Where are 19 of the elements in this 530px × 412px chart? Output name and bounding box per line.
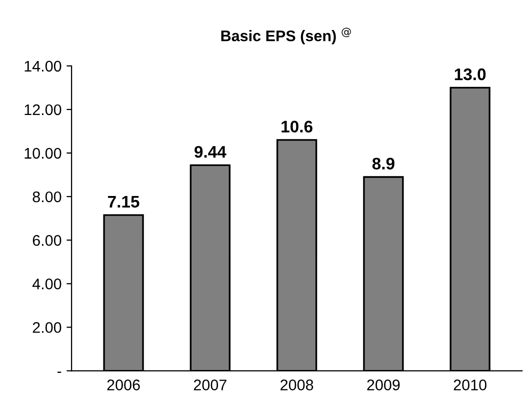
data-label: 13.0 [454,68,486,80]
y-tick-label: 8.00 [32,191,62,202]
y-tick-label: 14.00 [24,60,62,72]
data-label: 9.44 [194,146,226,158]
x-tick-label: 2008 [280,380,314,390]
x-tick-label: 2009 [367,380,400,390]
x-tick-label: 2010 [454,380,486,390]
y-tick-label: - [57,372,62,373]
chart-title: Basic EPS (sen) $^{@}$ [221,28,351,44]
data-label: 10.6 [282,120,312,132]
x-tick-label: 2006 [107,380,140,390]
x-tick-label: 2007 [194,380,226,390]
y-tick-label: 12.00 [24,104,62,116]
data-label: 8.9 [372,158,394,170]
y-tick-label: 10.00 [24,148,62,159]
y-tick-label: 6.00 [32,235,62,246]
data-label: 7.15 [108,196,140,208]
y-tick-label: 4.00 [32,278,62,290]
y-tick-label: 2.00 [32,322,62,333]
